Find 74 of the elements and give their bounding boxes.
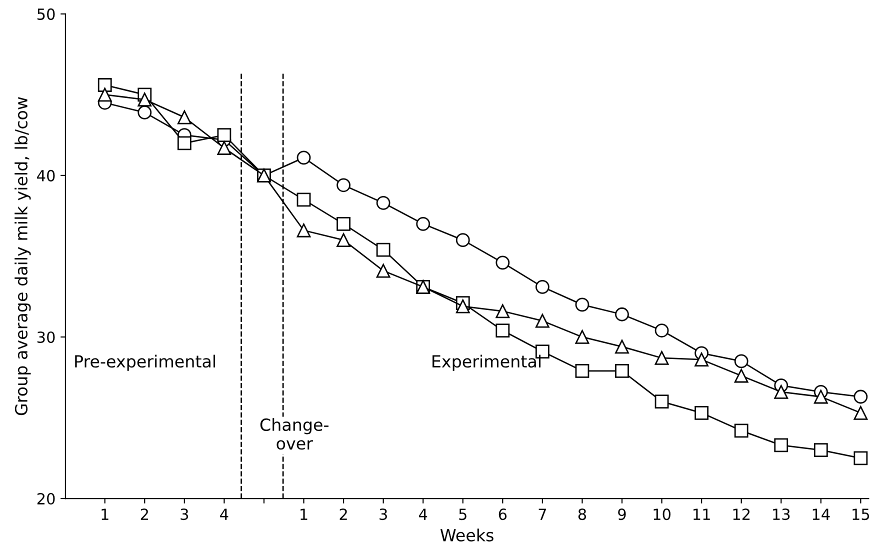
point [138, 92, 152, 106]
annotation: Change- over [260, 418, 328, 450]
x-tick-label: 9 [618, 508, 626, 520]
x-tick-label: 5 [459, 508, 466, 520]
point [734, 424, 748, 438]
point [535, 314, 550, 328]
point [496, 324, 510, 338]
point [654, 394, 669, 409]
x-tick-label: 4 [418, 508, 428, 520]
point [296, 150, 311, 165]
annotation: Experimental [432, 354, 540, 371]
x-tick-label: 12 [733, 508, 750, 520]
point [615, 364, 629, 378]
point [376, 196, 390, 210]
x-tick-label: 14 [812, 508, 830, 520]
point [814, 443, 828, 457]
point [336, 178, 350, 192]
point [854, 451, 868, 466]
point [336, 233, 350, 248]
point [456, 233, 470, 248]
point [774, 384, 788, 399]
point [296, 192, 311, 207]
point [575, 298, 590, 312]
y-axis-title: Group average daily milk yield, lb/cow [14, 97, 31, 416]
point [734, 368, 748, 383]
point [694, 406, 709, 420]
point [496, 304, 510, 318]
point [177, 110, 192, 124]
point [774, 438, 788, 452]
point [615, 340, 629, 354]
point [376, 264, 390, 278]
point [336, 216, 350, 231]
point [694, 352, 709, 367]
x-tick-label: 8 [578, 508, 586, 520]
point [98, 78, 112, 92]
point [217, 128, 232, 142]
y-tick-label: 20 [37, 492, 55, 505]
x-tick-label: 2 [140, 508, 148, 520]
x-tick-label: 4 [220, 508, 228, 520]
point [575, 364, 590, 378]
point [456, 299, 470, 314]
point [376, 242, 390, 257]
point [575, 330, 590, 344]
x-tick-label: 10 [654, 508, 670, 520]
annotation: Pre-experimental [75, 354, 216, 371]
point [217, 141, 232, 155]
x-tick-label: 15 [852, 508, 870, 520]
point [496, 256, 510, 270]
point [654, 351, 669, 365]
point [535, 280, 550, 294]
point [854, 406, 868, 420]
point [734, 354, 748, 368]
x-tick-label: 2 [340, 508, 347, 520]
point [416, 216, 430, 231]
x-tick-label: 7 [538, 508, 546, 520]
x-tick-label: 11 [694, 508, 710, 520]
y-tick-label: 30 [37, 331, 55, 344]
x-axis-title: Weeks [440, 528, 494, 542]
y-tick-label: 50 [37, 8, 55, 20]
x-tick-label: 13 [773, 508, 790, 520]
point [98, 88, 112, 102]
x-tick-label: 1 [102, 508, 108, 520]
point [296, 223, 311, 238]
point [654, 324, 669, 338]
x-tick-label: 3 [180, 508, 188, 520]
point [177, 136, 192, 150]
x-tick-label: 6 [498, 508, 507, 520]
x-tick-label: 1 [300, 508, 308, 520]
y-tick-label: 40 [37, 170, 55, 182]
point [615, 307, 629, 322]
point [814, 390, 828, 404]
x-tick-label: 3 [380, 508, 387, 520]
point [854, 390, 868, 404]
point [138, 106, 152, 120]
